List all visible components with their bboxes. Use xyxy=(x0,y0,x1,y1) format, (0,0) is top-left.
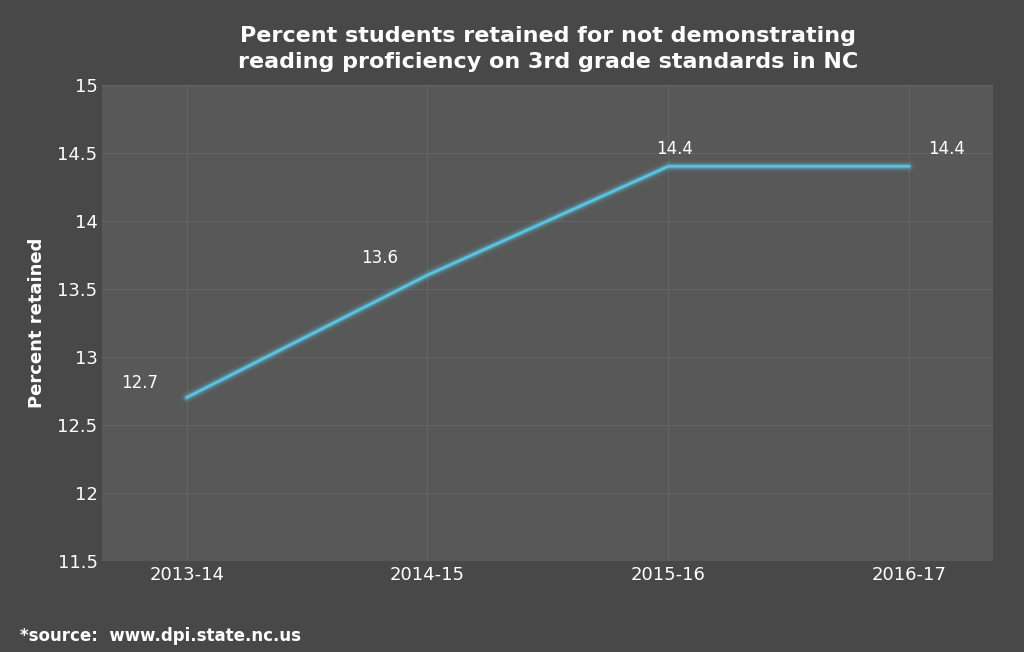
Text: 13.6: 13.6 xyxy=(361,249,398,267)
Text: 12.7: 12.7 xyxy=(121,374,158,392)
Y-axis label: Percent retained: Percent retained xyxy=(29,237,46,408)
Title: Percent students retained for not demonstrating
reading proficiency on 3rd grade: Percent students retained for not demons… xyxy=(238,25,858,72)
Text: 14.4: 14.4 xyxy=(656,140,693,158)
Text: *source:  www.dpi.state.nc.us: *source: www.dpi.state.nc.us xyxy=(20,627,301,645)
Text: 14.4: 14.4 xyxy=(929,140,966,158)
